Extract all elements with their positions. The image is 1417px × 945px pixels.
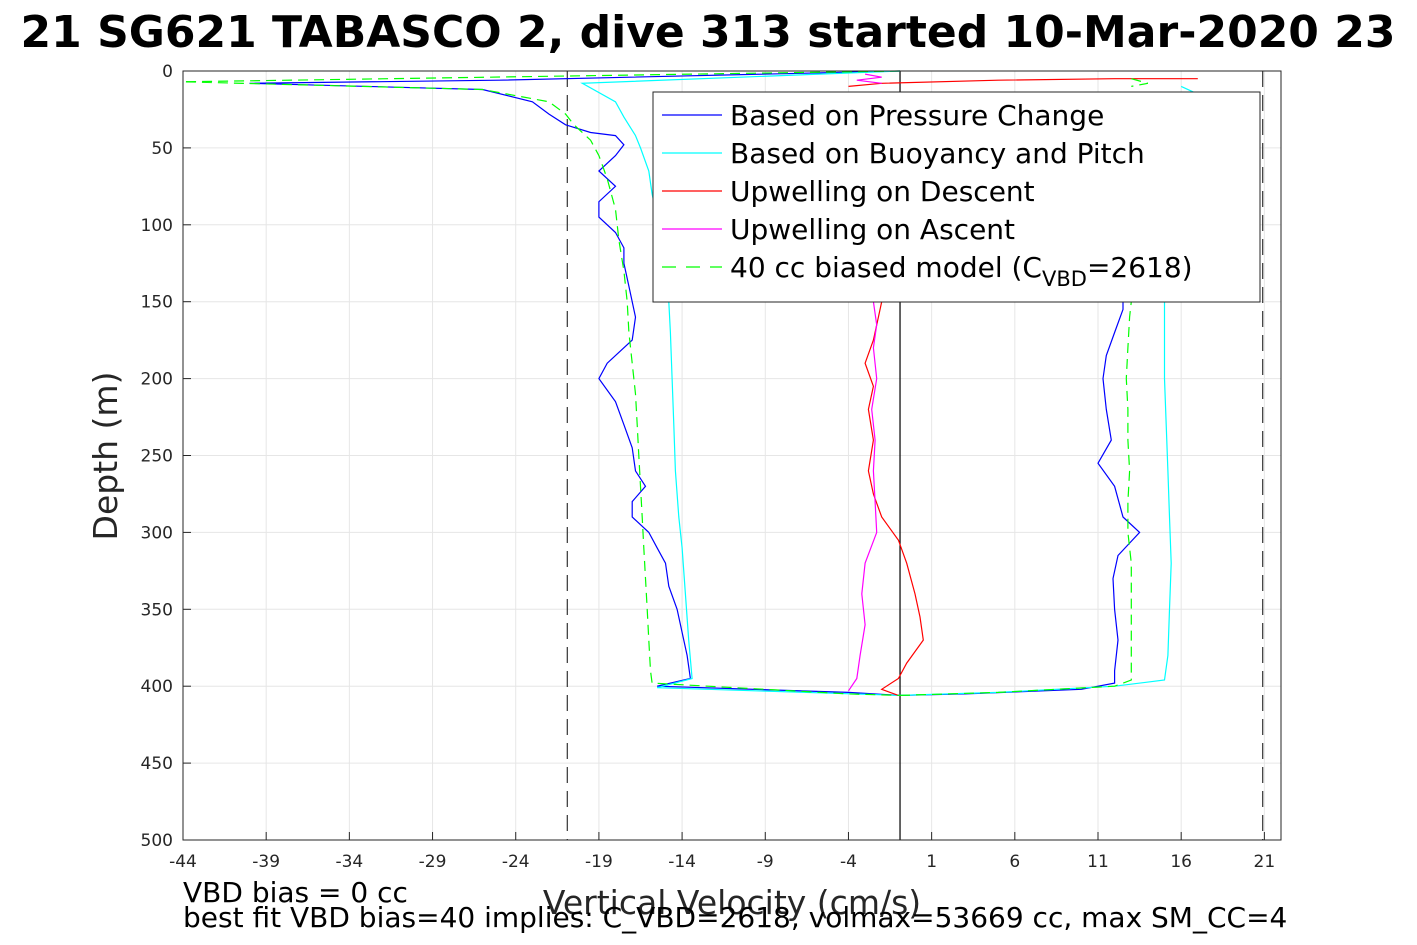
x-tick-label: -39: [252, 852, 280, 872]
legend-label: Upwelling on Descent: [730, 175, 1035, 208]
legend-box: [652, 91, 1261, 303]
x-tick-label: 1: [926, 852, 937, 872]
y-tick-label: 500: [141, 831, 173, 851]
x-tick-label: -34: [335, 852, 363, 872]
x-axis-ticks: -44 -39 -34 -29 -24 -19 -14 -9 -4 1 6 11 16 21: [169, 832, 1275, 872]
chart-title: 21 SG621 TABASCO 2, dive 313 started 10-…: [21, 7, 1396, 58]
y-tick-label: 200: [141, 370, 173, 390]
legend-label: 40 cc biased model (CVBD=2618): [730, 251, 1193, 291]
x-tick-label: -19: [585, 852, 613, 872]
series-line: [899, 301, 1172, 696]
series-2: [848, 78, 1198, 696]
y-tick-label: 50: [151, 139, 173, 159]
y-tick-label: 300: [141, 523, 173, 543]
y-tick-label: 250: [141, 447, 173, 467]
x-tick-label: 16: [1170, 852, 1192, 872]
series-0: [249, 70, 1141, 696]
series-4: [182, 70, 1149, 696]
x-tick-label: 21: [1254, 852, 1276, 872]
series-line: [249, 70, 901, 696]
series-line: [856, 73, 882, 84]
series-line: [848, 301, 878, 692]
legend: Based on Pressure Change Based on Buoyanc…: [652, 91, 1261, 303]
vbd-bias-text: VBD bias = 0 cc: [183, 876, 408, 909]
x-tick-label: 11: [1087, 852, 1109, 872]
x-tick-label: -4: [840, 852, 857, 872]
x-tick-label: -29: [419, 852, 447, 872]
series-line: [182, 70, 901, 696]
series-layer: [182, 70, 1199, 696]
y-tick-label: 450: [141, 754, 173, 774]
y-tick-label: 150: [141, 293, 173, 313]
x-tick-label: 6: [1009, 852, 1020, 872]
y-tick-label: 400: [141, 677, 173, 697]
best-fit-text: best fit VBD bias=40 implies: C_VBD=2618…: [183, 901, 1288, 934]
series-3: [848, 73, 882, 692]
x-tick-label: -9: [757, 852, 774, 872]
series-line: [1131, 78, 1149, 87]
x-axis-label: Vertical Velocity (cm/s): [543, 883, 921, 922]
x-tick-label: -14: [668, 852, 696, 872]
y-axis-label: Depth (m): [86, 372, 125, 541]
legend-label: Based on Pressure Change: [730, 99, 1104, 132]
legend-label: Based on Buoyancy and Pitch: [730, 137, 1145, 170]
x-tick-label: -44: [169, 852, 197, 872]
series-line: [899, 301, 1132, 696]
series-line: [899, 301, 1141, 696]
y-tick-label: 0: [162, 62, 173, 82]
legend-label: Upwelling on Ascent: [730, 213, 1015, 246]
y-axis-ticks: 0 50 100 150 200 250 300 350 400 450 500: [141, 62, 191, 851]
series-line: [864, 301, 924, 696]
y-tick-label: 100: [141, 216, 173, 236]
y-tick-label: 350: [141, 600, 173, 620]
series-line: [848, 78, 1198, 87]
x-tick-label: -24: [502, 852, 530, 872]
